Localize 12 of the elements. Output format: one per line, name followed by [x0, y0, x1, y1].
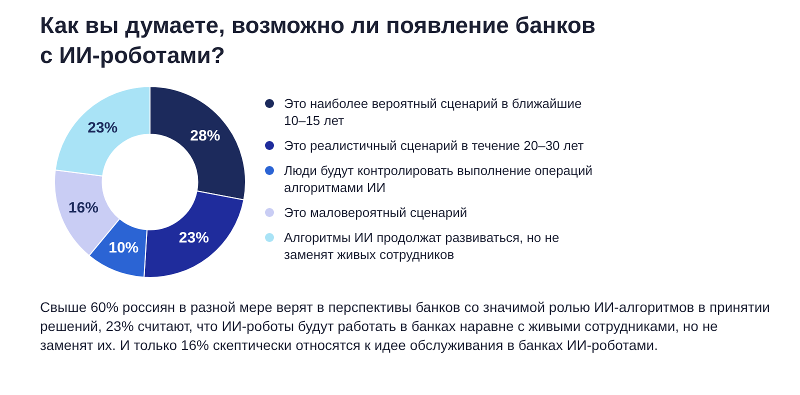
legend-label: Люди будут контролировать выполнение операций алгоритмами ИИ: [284, 162, 594, 196]
legend-label: Это маловероятный сценарий: [284, 204, 468, 221]
legend-label: Это наиболее вероятный сценарий в ближайшие 10–15 лет: [284, 95, 583, 129]
data-label: 23%: [178, 230, 209, 247]
chart-title: Как вы думаете, возможно ли появление банков с ИИ-роботами?: [40, 11, 597, 70]
legend-label: Это реалистичный сценарий в течение 20–30 лет: [284, 137, 584, 154]
data-label: 10%: [108, 240, 139, 257]
data-label: 23%: [88, 119, 118, 136]
text: Свыше 60% россиян в разной мере верят в перспективы банков со значимой ролью ИИ-алгоритмов в принятии решений, 23% считают, что ИИ-роботы будут работать в банках наравне с живыми сотрудниками, но не заменят их. И только 16% скептически относятся к идее обслуживания в банках ИИ-роботами.: [40, 298, 770, 355]
legend-label: Алгоритмы ИИ продолжат развиваться, но не заменят живых сотрудников: [284, 229, 560, 263]
data-label: 16%: [68, 200, 98, 217]
data-label: 28%: [190, 127, 220, 144]
